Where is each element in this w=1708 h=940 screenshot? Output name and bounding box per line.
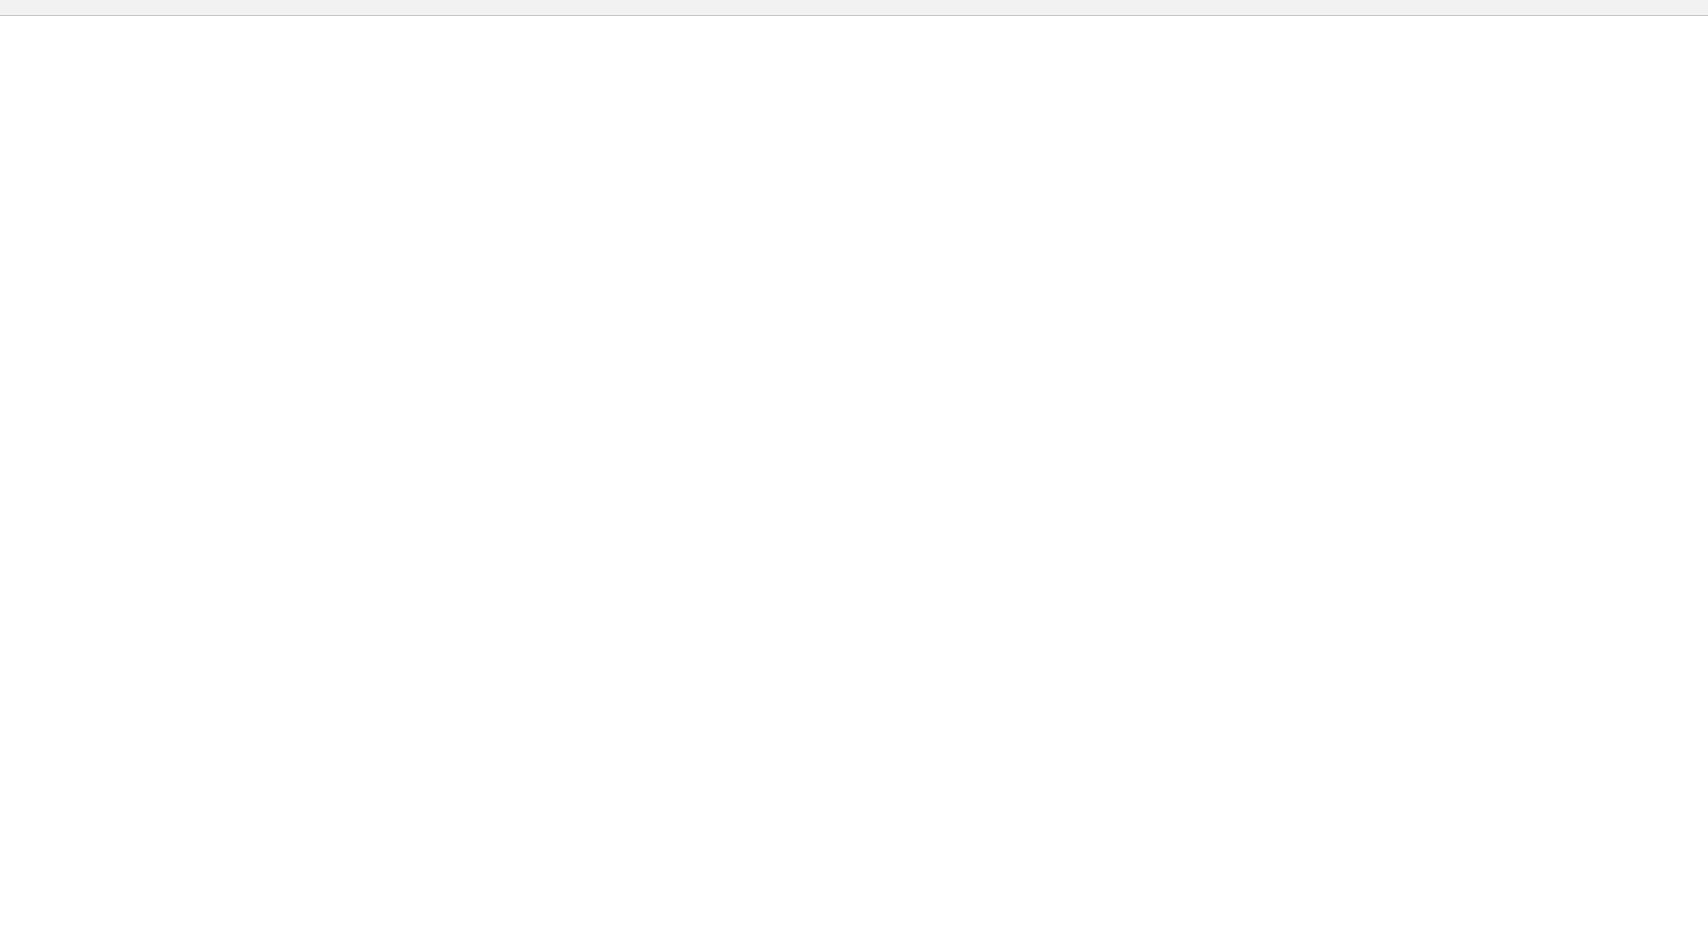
toolbar xyxy=(0,0,1708,16)
